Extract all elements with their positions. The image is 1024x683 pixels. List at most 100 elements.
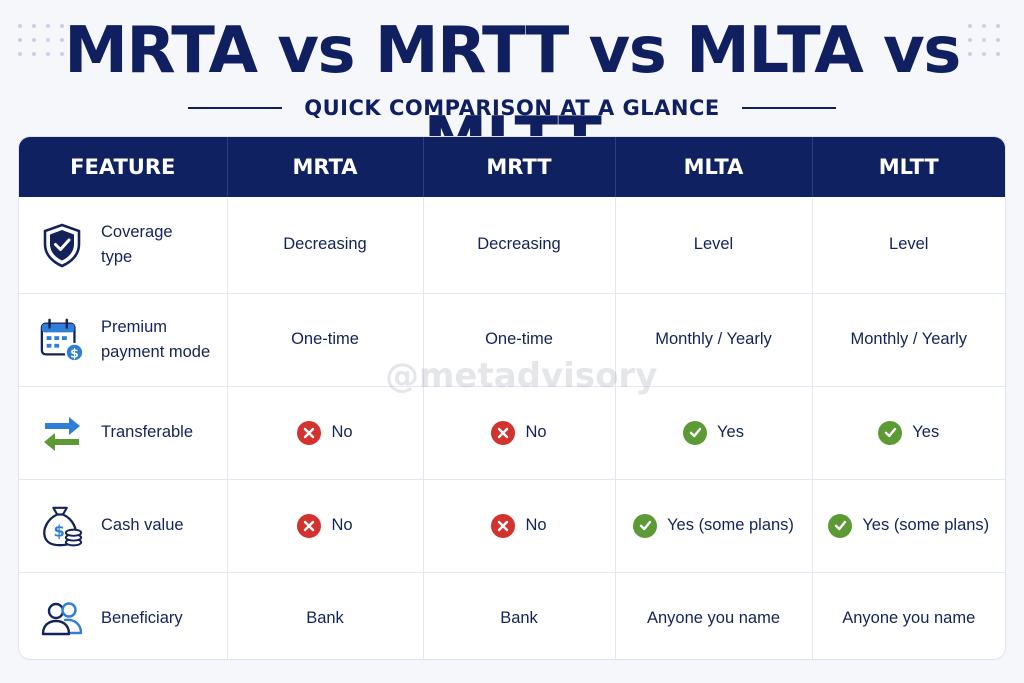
decorative-dots-right xyxy=(968,24,1010,66)
cell-value: Bank xyxy=(306,609,344,628)
transfer-arrows-icon xyxy=(39,410,85,456)
table-row: Beneficiary Bank Bank Anyone you name Anyone… xyxy=(19,572,1005,659)
cell-value: One-time xyxy=(291,330,359,349)
header-mrta: MRTA xyxy=(227,137,424,197)
cell-value: Level xyxy=(694,235,733,254)
subtitle-rule-left xyxy=(188,107,283,109)
cell-value: Decreasing xyxy=(283,235,366,254)
table-row: $ Cash value No No Yes (some plans) Yes (some… xyxy=(19,479,1005,573)
cell-value: Anyone you name xyxy=(647,609,780,628)
cell-value: No xyxy=(491,420,547,445)
feature-cell: Coverage type xyxy=(19,197,228,294)
cell-mrtt: One-time xyxy=(423,293,616,387)
cell-text: No xyxy=(525,516,547,534)
feature-label-line: Cash value xyxy=(101,516,184,534)
comparison-table: FEATURE MRTA MRTT MLTA MLTT Coverage type… xyxy=(19,137,1005,659)
check-icon xyxy=(828,513,853,538)
cell-mrtt: No xyxy=(423,386,616,480)
cell-mlta: Anyone you name xyxy=(615,572,813,659)
feature-label-line: Premium xyxy=(101,317,168,336)
x-icon xyxy=(491,420,516,445)
cell-mltt: Level xyxy=(812,197,1005,294)
header-feature: FEATURE xyxy=(19,137,228,197)
subtitle-row: QUICK COMPARISON AT A GLANCE xyxy=(0,94,1024,122)
cell-value: One-time xyxy=(485,330,553,349)
cell-value: Yes xyxy=(878,420,940,445)
cell-value: Level xyxy=(889,235,928,254)
cell-text: Anyone you name xyxy=(646,609,780,628)
cell-value: No xyxy=(297,420,353,445)
table-row: Transferable No No Yes Yes xyxy=(19,386,1005,480)
cell-text: Monthly / Yearly xyxy=(850,330,967,348)
feature-cell: Beneficiary xyxy=(19,572,228,659)
cell-text: Yes xyxy=(717,423,744,441)
feature-label-line: Coverage xyxy=(101,222,173,241)
feature-label-line: Beneficiary xyxy=(101,609,183,628)
table-row: $ Premium payment mode One-time One-time Mont… xyxy=(19,293,1005,387)
cell-text: No xyxy=(331,423,353,441)
cell-text: Bank xyxy=(306,609,344,628)
feature-label: Transferable xyxy=(101,420,193,445)
calendar-dollar-icon: $ xyxy=(39,317,85,363)
cell-value: Anyone you name xyxy=(842,609,975,628)
table-body: Coverage type Decreasing Decreasing Level Lev… xyxy=(19,197,1005,659)
cell-mlta: Monthly / Yearly xyxy=(615,293,813,387)
comparison-table-container: FEATURE MRTA MRTT MLTA MLTT Coverage type… xyxy=(18,136,1006,660)
decorative-dots-left xyxy=(18,24,74,66)
cell-text: No xyxy=(331,516,353,534)
cell-text: Monthly / Yearly xyxy=(655,330,772,348)
cell-mlta: Yes xyxy=(615,386,813,480)
cell-value: No xyxy=(491,513,547,538)
x-icon xyxy=(491,513,516,538)
cell-text: Anyone you name xyxy=(842,609,976,628)
feature-label-line: type xyxy=(101,247,133,266)
x-icon xyxy=(297,420,322,445)
feature-cell: $ Premium payment mode xyxy=(19,293,228,387)
cell-text: Bank xyxy=(500,609,538,628)
cell-text: Level xyxy=(693,235,734,254)
cell-value: No xyxy=(297,513,353,538)
header-mrtt: MRTT xyxy=(423,137,616,197)
cell-text: Decreasing xyxy=(283,235,367,254)
cell-text: Yes (some plans) xyxy=(667,516,794,534)
feature-cell: $ Cash value xyxy=(19,479,228,573)
cell-value: Yes (some plans) xyxy=(828,513,990,538)
cell-value: Monthly / Yearly xyxy=(851,330,967,349)
svg-text:$: $ xyxy=(70,345,79,360)
cell-mrta: Bank xyxy=(227,572,424,659)
cell-mltt: Yes (some plans) xyxy=(812,479,1005,573)
cell-text: Decreasing xyxy=(477,235,561,254)
money-bag-icon: $ xyxy=(39,503,85,549)
cell-text: No xyxy=(525,423,547,441)
svg-text:$: $ xyxy=(53,521,64,540)
cell-mrtt: No xyxy=(423,479,616,573)
feature-label: Beneficiary xyxy=(101,606,183,631)
page-subtitle: QUICK COMPARISON AT A GLANCE xyxy=(304,96,720,120)
cell-text: Yes xyxy=(912,423,940,441)
subtitle-rule-right xyxy=(741,107,836,109)
table-header-row: FEATURE MRTA MRTT MLTA MLTT xyxy=(19,137,1005,197)
shield-check-icon xyxy=(39,222,85,268)
cell-mltt: Yes xyxy=(812,386,1005,480)
cell-text: Level xyxy=(889,235,929,254)
cell-text: Yes (some plans) xyxy=(862,516,990,534)
table-row: Coverage type Decreasing Decreasing Level Lev… xyxy=(19,197,1005,294)
people-icon xyxy=(39,596,85,642)
cell-mrta: Decreasing xyxy=(227,197,424,294)
cell-text: One-time xyxy=(291,330,359,348)
cell-value: Bank xyxy=(500,609,538,628)
check-icon xyxy=(633,513,658,538)
cell-mrta: No xyxy=(227,479,424,573)
cell-mrta: No xyxy=(227,386,424,480)
cell-value: Monthly / Yearly xyxy=(655,330,771,349)
cell-text: One-time xyxy=(485,330,553,348)
cell-value: Decreasing xyxy=(477,235,560,254)
feature-cell: Transferable xyxy=(19,386,228,480)
feature-label: Cash value xyxy=(101,513,184,538)
header-mltt: MLTT xyxy=(812,137,1005,197)
x-icon xyxy=(297,513,322,538)
cell-mrtt: Bank xyxy=(423,572,616,659)
feature-label: Premium payment mode xyxy=(101,315,210,365)
feature-label-line: payment mode xyxy=(101,342,211,361)
check-icon xyxy=(683,420,708,445)
